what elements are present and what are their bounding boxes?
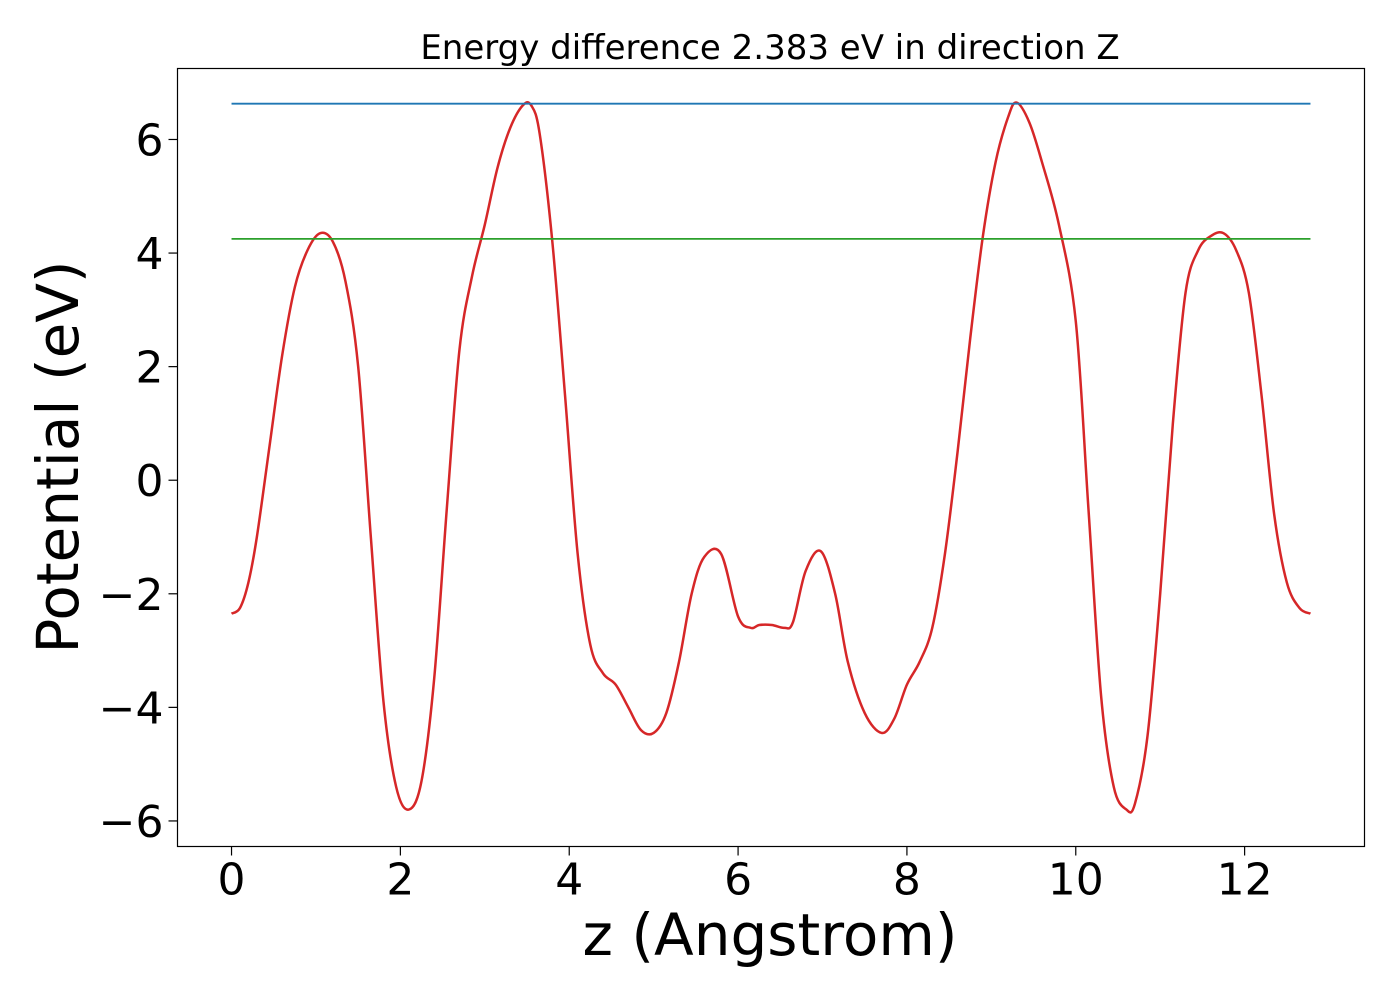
x-axis-ticks: 0 2 4 6 8 10 12	[218, 846, 1273, 906]
x-tick-label: 12	[1217, 855, 1273, 906]
plot-frame	[176, 67, 1366, 848]
y-tick-label: 4	[136, 229, 164, 280]
y-tick-label: −2	[99, 570, 164, 621]
x-axis-label: z (Angstrom)	[583, 901, 958, 969]
y-axis-label: Potential (eV)	[24, 260, 92, 653]
y-tick-label: 6	[136, 115, 164, 166]
y-axis-ticks: −6 −4 −2 0 2 4 6	[99, 115, 178, 848]
y-tick-label: −4	[99, 683, 164, 734]
series-layer	[230, 100, 1312, 814]
y-tick-label: −6	[99, 797, 164, 848]
y-tick-label: 0	[136, 456, 164, 507]
x-tick-label: 2	[386, 855, 414, 906]
x-tick-label: 0	[218, 855, 246, 906]
y-tick-label: 2	[136, 343, 164, 394]
x-tick-label: 6	[724, 855, 752, 906]
x-tick-label: 8	[893, 855, 921, 906]
x-tick-label: 10	[1048, 855, 1104, 906]
series-line-0	[230, 100, 1312, 814]
x-tick-label: 4	[555, 855, 583, 906]
chart-title: Energy difference 2.383 eV in direction …	[420, 28, 1119, 68]
